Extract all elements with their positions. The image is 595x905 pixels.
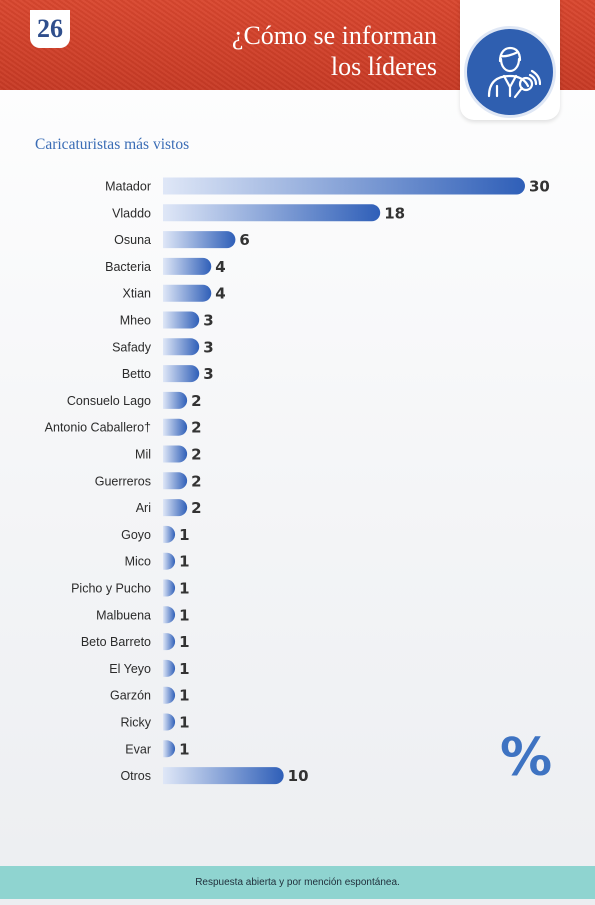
value-label-vladdo: 18 — [384, 204, 405, 222]
bar-antonio-caballero — [163, 418, 188, 436]
value-label-safady: 3 — [203, 338, 213, 356]
bar-safady — [163, 338, 200, 356]
value-label-xtian: 4 — [215, 285, 225, 303]
bar-garzo-n — [163, 686, 176, 704]
bar-otros — [163, 767, 284, 785]
value-label-matador: 30 — [529, 178, 550, 196]
category-label-beto-barreto: Beto Barreto — [81, 635, 151, 649]
category-label-ari: Ari — [136, 501, 151, 515]
bar-malbuena — [163, 606, 176, 624]
value-label-malbuena: 1 — [179, 606, 189, 624]
bar-vladdo — [163, 204, 381, 222]
bar-chart: Matador 30 Vladdo 18 Osuna 6 Bacteria 4 Xtian 4 Mh… — [45, 177, 550, 785]
bar-bacteria — [163, 257, 212, 275]
category-label-picho-y-pucho: Picho y Pucho — [71, 582, 151, 596]
category-label-bacteria: Bacteria — [105, 260, 151, 274]
category-label-guerreros: Guerreros — [95, 474, 151, 488]
footer-note: Respuesta abierta y por mención espontán… — [195, 877, 400, 888]
value-label-beto-barreto: 1 — [179, 633, 189, 651]
bar-ricky — [163, 713, 176, 731]
value-label-goyo: 1 — [179, 526, 189, 544]
category-label-xtian: Xtian — [123, 287, 152, 301]
bar-matador — [163, 177, 525, 195]
value-label-el-yeyo: 1 — [179, 660, 189, 678]
value-label-mil: 2 — [191, 446, 201, 464]
chart-title: Caricaturistas más vistos — [35, 136, 190, 153]
bar-goyo — [163, 525, 176, 543]
value-label-bacteria: 4 — [215, 258, 225, 276]
category-label-goyo: Goyo — [121, 528, 151, 542]
journalist-microphone-icon — [464, 26, 556, 118]
bar-consuelo-lago — [163, 391, 188, 409]
bar-mheo — [163, 311, 200, 329]
footer-note-band: Respuesta abierta y por mención espontán… — [0, 866, 595, 899]
value-label-garzo-n: 1 — [179, 687, 189, 705]
title-line-2: los líderes — [330, 52, 437, 81]
category-label-malbuena: Malbuena — [96, 608, 151, 622]
percent-unit-symbol: % — [500, 728, 553, 788]
bar-beto-barreto — [163, 633, 176, 651]
category-label-ricky: Ricky — [120, 716, 151, 730]
category-label-mheo: Mheo — [120, 314, 151, 328]
bar-picho-y-pucho — [163, 579, 176, 597]
section-icon-tab — [460, 0, 560, 120]
value-label-consuelo-lago: 2 — [191, 392, 201, 410]
category-label-antonio-caballero: Antonio Caballero† — [45, 421, 151, 435]
category-label-evar: Evar — [125, 742, 151, 756]
bar-mil — [163, 445, 188, 463]
value-label-ari: 2 — [191, 499, 201, 517]
category-label-garzo-n: Garzón — [110, 689, 151, 703]
category-label-safady: Safady — [112, 340, 152, 354]
page-title: ¿Cómo se informan los líderes — [232, 20, 437, 82]
value-label-ricky: 1 — [179, 714, 189, 732]
category-label-vladdo: Vladdo — [112, 206, 151, 220]
category-label-betto: Betto — [122, 367, 151, 381]
value-label-osuna: 6 — [239, 231, 249, 249]
category-label-mico: Mico — [125, 555, 151, 569]
bar-mico — [163, 552, 176, 570]
bar-osuna — [163, 231, 236, 249]
category-label-mil: Mil — [135, 448, 151, 462]
bar-xtian — [163, 284, 212, 302]
category-label-consuelo-lago: Consuelo Lago — [67, 394, 151, 408]
value-label-mico: 1 — [179, 553, 189, 571]
bar-ari — [163, 499, 188, 517]
title-line-1: ¿Cómo se informan — [231, 21, 437, 50]
value-label-mheo: 3 — [203, 312, 213, 330]
category-label-otros: Otros — [120, 769, 151, 783]
value-label-evar: 1 — [179, 740, 189, 758]
value-label-betto: 3 — [203, 365, 213, 383]
category-label-matador: Matador — [105, 180, 151, 194]
page-number: 26 — [30, 10, 70, 48]
value-label-picho-y-pucho: 1 — [179, 580, 189, 598]
value-label-antonio-caballero: 2 — [191, 419, 201, 437]
category-label-osuna: Osuna — [114, 233, 151, 247]
bar-guerreros — [163, 472, 188, 490]
bar-evar — [163, 740, 176, 758]
bar-el-yeyo — [163, 659, 176, 677]
value-label-otros: 10 — [288, 767, 309, 785]
value-label-guerreros: 2 — [191, 472, 201, 490]
category-label-el-yeyo: El Yeyo — [109, 662, 151, 676]
bar-betto — [163, 365, 200, 383]
